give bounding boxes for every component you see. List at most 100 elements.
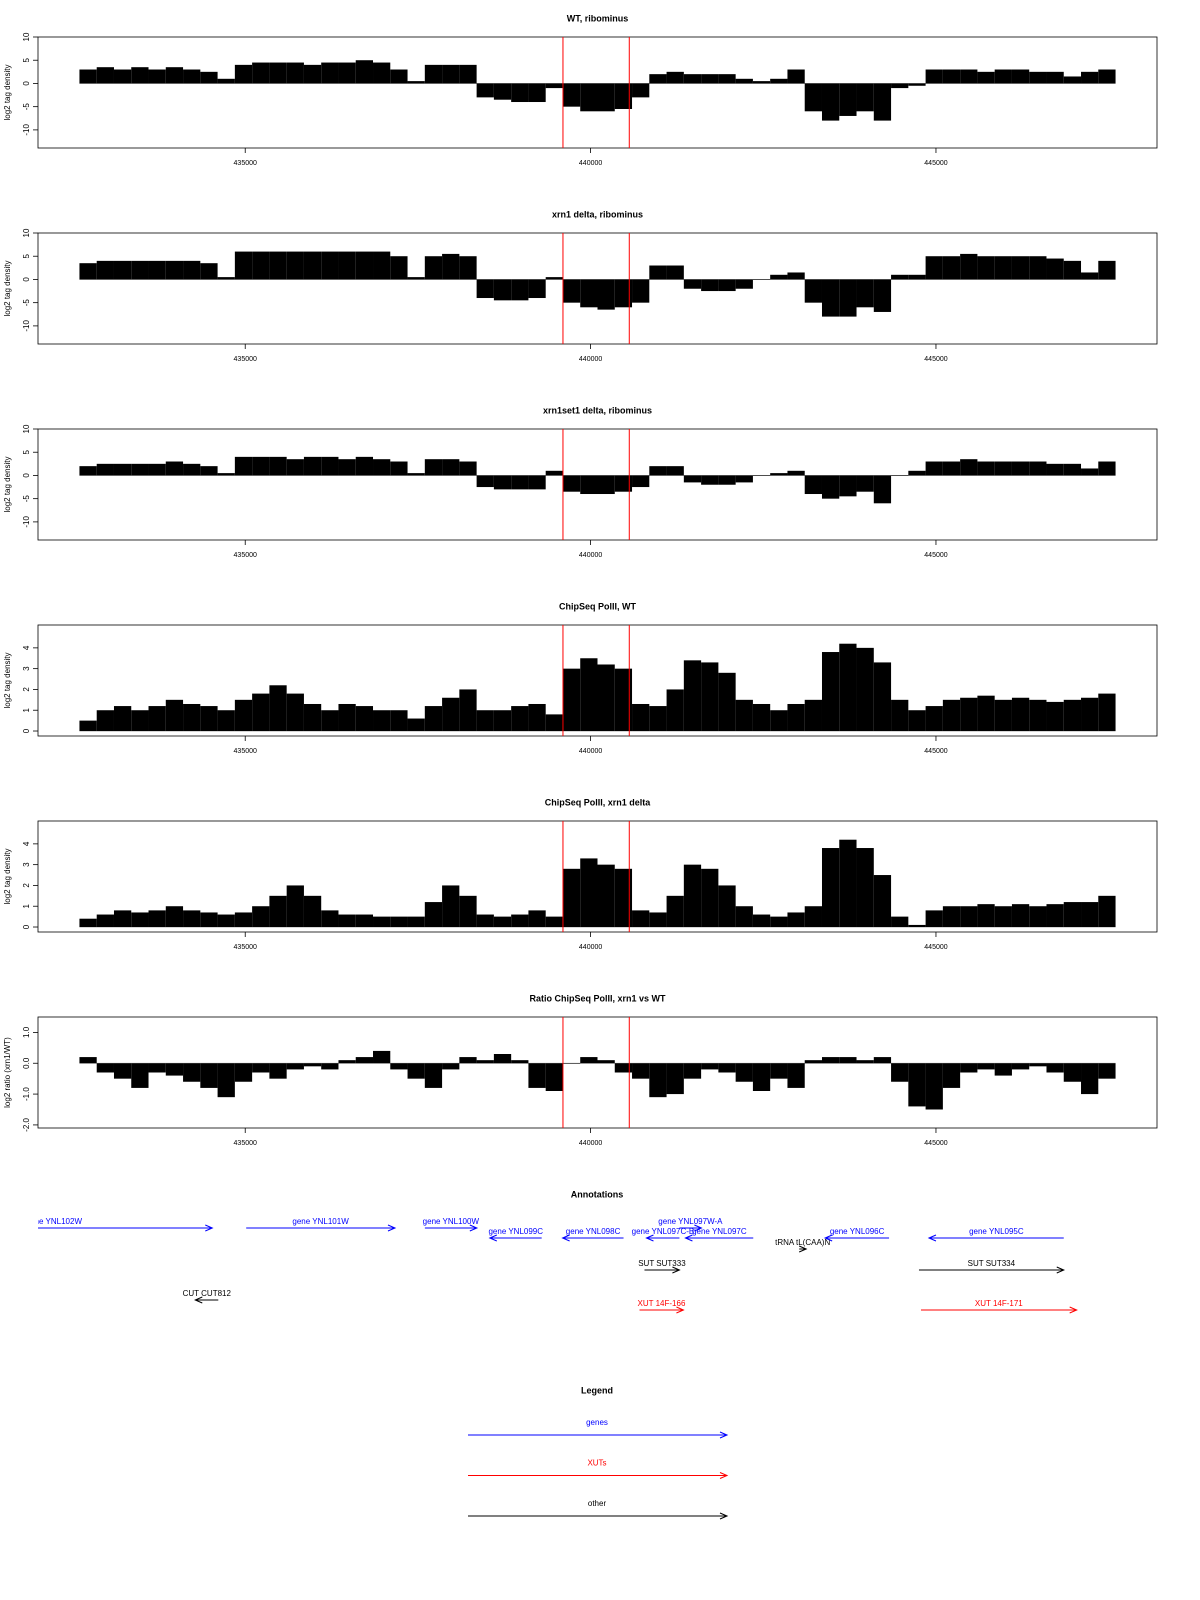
y-tick-label: 1 bbox=[22, 903, 31, 908]
arrow bbox=[798, 1245, 808, 1253]
bar bbox=[821, 652, 840, 732]
bar bbox=[321, 456, 339, 476]
bar bbox=[562, 475, 581, 492]
bar bbox=[545, 83, 563, 89]
bar bbox=[390, 710, 408, 732]
bar bbox=[718, 74, 736, 84]
bar bbox=[79, 466, 97, 476]
bar bbox=[562, 83, 581, 107]
bar bbox=[873, 279, 892, 312]
bar bbox=[960, 459, 978, 476]
bar bbox=[580, 658, 598, 732]
y-tick-label: 10 bbox=[22, 424, 31, 433]
y-axis-label: log2 tag density bbox=[3, 64, 12, 120]
y-axis-label: log2 tag density bbox=[3, 652, 12, 708]
y-tick-label: 5 bbox=[22, 253, 31, 258]
y-axis-label: log2 tag density bbox=[3, 848, 12, 904]
bar bbox=[476, 914, 494, 928]
bar bbox=[113, 706, 132, 732]
y-tick-label: 3 bbox=[22, 666, 31, 671]
bar bbox=[821, 83, 840, 121]
y-tick-label: 5 bbox=[22, 57, 31, 62]
bar bbox=[545, 714, 563, 732]
bar bbox=[165, 699, 184, 732]
bar bbox=[908, 924, 926, 928]
y-tick-label: 2 bbox=[22, 883, 31, 888]
bar bbox=[459, 1057, 477, 1064]
bar bbox=[580, 1057, 598, 1064]
chart-title: xrn1 delta, ribominus bbox=[552, 209, 643, 219]
bar bbox=[942, 461, 961, 476]
bar bbox=[79, 1057, 97, 1064]
x-tick-label: 445000 bbox=[924, 944, 947, 951]
bar bbox=[787, 703, 805, 732]
bar bbox=[390, 461, 408, 476]
annotation-label: gene YNL099C bbox=[488, 1227, 543, 1236]
annotation-label: SUT SUT334 bbox=[968, 1259, 1016, 1268]
bar bbox=[787, 912, 805, 928]
bar bbox=[942, 69, 961, 84]
bar bbox=[131, 912, 149, 928]
bar bbox=[442, 64, 460, 84]
bar bbox=[148, 260, 166, 280]
bar bbox=[632, 83, 650, 98]
legend-label: genes bbox=[586, 1418, 608, 1427]
bar bbox=[321, 1063, 339, 1070]
bar bbox=[511, 914, 529, 928]
bar bbox=[131, 67, 149, 84]
arrow bbox=[38, 1224, 214, 1232]
bar bbox=[770, 710, 788, 732]
bar bbox=[493, 916, 512, 928]
bar bbox=[804, 699, 822, 732]
bar bbox=[1011, 69, 1030, 84]
bar bbox=[528, 703, 546, 732]
bar bbox=[338, 1060, 356, 1064]
bar bbox=[79, 918, 97, 928]
bar bbox=[407, 473, 425, 476]
bar bbox=[269, 62, 287, 84]
bar bbox=[891, 916, 909, 928]
bar bbox=[614, 279, 633, 308]
bar bbox=[217, 473, 235, 476]
bar bbox=[1081, 272, 1099, 280]
bar bbox=[493, 475, 512, 490]
x-tick-label: 440000 bbox=[579, 1140, 602, 1147]
bar bbox=[148, 910, 166, 928]
bar bbox=[649, 265, 667, 280]
bar bbox=[666, 466, 684, 476]
bar bbox=[735, 1063, 753, 1082]
bar bbox=[562, 868, 581, 928]
bar bbox=[1011, 256, 1030, 280]
bar bbox=[79, 720, 97, 732]
bar bbox=[338, 703, 356, 732]
bar bbox=[960, 906, 978, 928]
bar bbox=[183, 1063, 201, 1082]
bar bbox=[718, 885, 736, 928]
annotation-label: ene YNL102W bbox=[30, 1217, 82, 1226]
y-tick-label: 0 bbox=[22, 81, 31, 86]
bar bbox=[770, 78, 788, 84]
bar bbox=[580, 83, 598, 112]
x-tick-label: 440000 bbox=[579, 160, 602, 167]
bar bbox=[770, 473, 788, 476]
bar bbox=[148, 706, 166, 732]
bar bbox=[234, 64, 253, 84]
bar bbox=[79, 69, 97, 84]
bar bbox=[476, 710, 494, 732]
x-tick-label: 435000 bbox=[234, 944, 257, 951]
bar bbox=[217, 914, 235, 928]
bar bbox=[113, 69, 132, 84]
bar bbox=[269, 251, 287, 280]
y-tick-label: 1 bbox=[22, 707, 31, 712]
bar bbox=[183, 69, 201, 84]
bar bbox=[718, 672, 736, 732]
bar bbox=[804, 279, 822, 303]
bar bbox=[683, 475, 702, 483]
annotation-label: gene YNL097C-B bbox=[632, 1227, 695, 1236]
bar bbox=[165, 1063, 184, 1076]
bar bbox=[597, 475, 615, 495]
bar bbox=[286, 62, 304, 84]
bar bbox=[511, 1060, 529, 1064]
bar bbox=[528, 279, 546, 299]
bar bbox=[1046, 1063, 1064, 1073]
